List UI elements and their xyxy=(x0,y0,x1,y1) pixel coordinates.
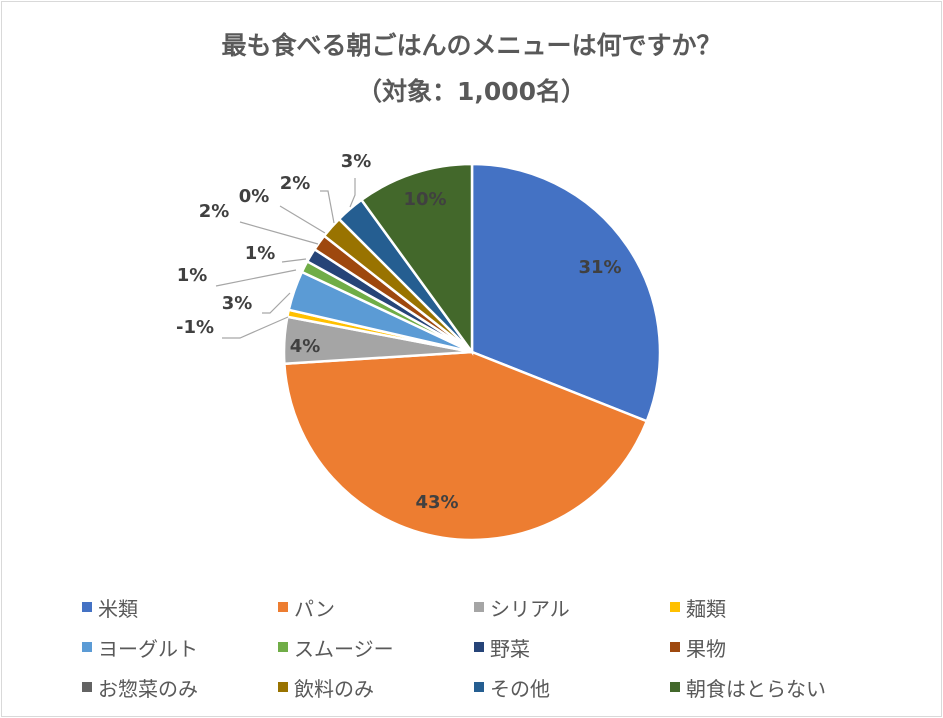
legend-item: 果物 xyxy=(670,633,890,661)
legend-swatch xyxy=(278,682,288,692)
legend-item: 麺類 xyxy=(670,593,890,621)
data-label-7: 2% xyxy=(199,201,230,222)
data-label-2: 4% xyxy=(290,336,321,357)
legend-item: パン xyxy=(278,593,474,621)
data-label-0: 31% xyxy=(578,257,621,278)
legend-label: 野菜 xyxy=(490,636,530,661)
chart-title: 最も食べる朝ごはんのメニューは何ですか？ xyxy=(221,31,722,60)
leader-line-6 xyxy=(281,258,307,263)
leader-line-10 xyxy=(349,178,356,208)
leader-line-3 xyxy=(222,316,289,339)
legend-label: 米類 xyxy=(98,596,138,621)
legend-item: シリアル xyxy=(474,593,670,621)
legend-swatch xyxy=(82,642,92,652)
legend-swatch xyxy=(82,602,92,612)
legend-swatch xyxy=(474,602,484,612)
data-label-8: 0% xyxy=(239,186,270,207)
legend-swatch xyxy=(670,602,680,612)
legend-label: 麺類 xyxy=(686,596,726,621)
legend-item: 飲料のみ xyxy=(278,673,474,701)
leader-line-7 xyxy=(239,221,319,245)
legend-label: その他 xyxy=(490,676,550,701)
legend-label: 朝食はとらない xyxy=(686,676,826,701)
pie-slice-11 xyxy=(359,162,474,356)
leader-line-8 xyxy=(279,205,326,234)
leader-line-9 xyxy=(320,190,335,224)
data-label-9: 2% xyxy=(280,173,311,194)
pie-slice-0 xyxy=(470,162,662,423)
data-label-5: 1% xyxy=(177,265,208,286)
data-label-1: 43% xyxy=(415,492,458,513)
legend-item: 野菜 xyxy=(474,633,670,661)
legend: 米類 パン シリアル 麺類ヨーグルト スムージー 野菜 果物お惣菜のみ 飲料のみ その他 朝食はと… xyxy=(82,593,902,701)
legend-label: 飲料のみ xyxy=(294,676,374,701)
legend-item: お惣菜のみ xyxy=(82,673,278,701)
legend-item: スムージー xyxy=(278,633,474,661)
data-label-11: 10% xyxy=(403,189,446,210)
legend-swatch xyxy=(474,642,484,652)
legend-item: ヨーグルト xyxy=(82,633,278,661)
legend-item: 朝食はとらない xyxy=(670,673,890,701)
legend-swatch xyxy=(278,642,288,652)
leader-line-5 xyxy=(215,269,297,287)
legend-swatch xyxy=(670,682,680,692)
legend-item: その他 xyxy=(474,673,670,701)
leader-line-4 xyxy=(262,292,291,314)
legend-label: ヨーグルト xyxy=(98,636,198,661)
legend-swatch xyxy=(278,602,288,612)
chart-subtitle: （対象：1,000名） xyxy=(356,77,587,106)
legend-item: 米類 xyxy=(82,593,278,621)
data-label-6: 1% xyxy=(245,243,276,264)
legend-swatch xyxy=(474,682,484,692)
legend-swatch xyxy=(670,642,680,652)
data-label-3: -1% xyxy=(176,317,214,338)
legend-label: シリアル xyxy=(490,596,570,621)
pie-slice-1 xyxy=(283,350,649,542)
legend-label: 果物 xyxy=(686,636,726,661)
data-label-10: 3% xyxy=(341,151,372,172)
legend-swatch xyxy=(82,682,92,692)
legend-label: パン xyxy=(294,596,335,621)
legend-label: スムージー xyxy=(294,636,394,661)
data-label-4: 3% xyxy=(222,293,253,314)
legend-label: お惣菜のみ xyxy=(98,676,198,701)
